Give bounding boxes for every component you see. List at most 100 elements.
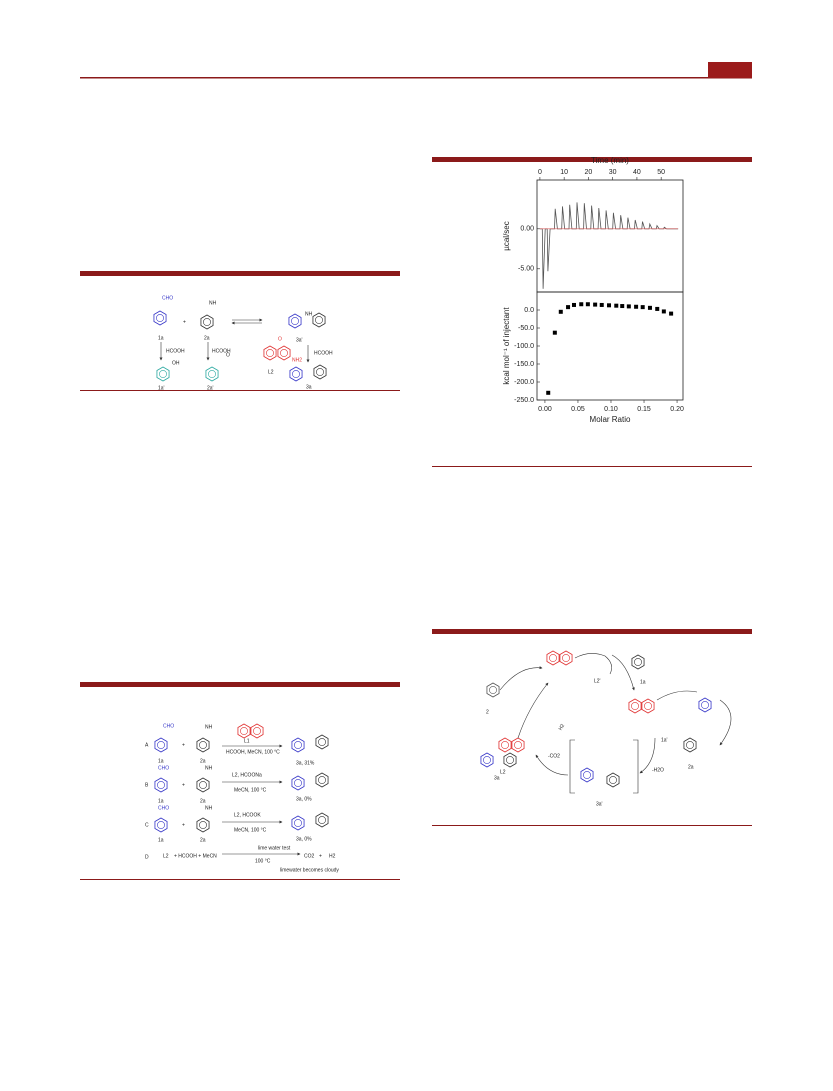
ring <box>196 777 210 793</box>
scheme-label: + <box>182 822 185 828</box>
figure-top-bar <box>432 629 752 634</box>
ring <box>559 650 573 666</box>
figure-bottom-rule <box>80 390 400 391</box>
x-tick-label: 40 <box>633 169 641 176</box>
figure-top-bar <box>80 682 400 687</box>
x-tick-label: 50 <box>657 169 665 176</box>
scheme-label: CO2 <box>304 853 315 859</box>
plot-frame <box>536 291 684 401</box>
ring <box>631 654 645 670</box>
scheme-arrow <box>719 699 732 746</box>
y-tick-label: 0.0 <box>524 307 534 314</box>
x-axis-label: Molar Ratio <box>590 415 631 424</box>
x-tick-label: 0.15 <box>637 406 651 413</box>
x-tick-label: 10 <box>560 169 568 176</box>
scheme-label: 1a <box>158 758 164 764</box>
scheme-label: 3a' <box>296 337 303 343</box>
header-rule <box>80 77 752 79</box>
data-point <box>579 302 584 307</box>
ring <box>480 752 494 768</box>
scheme-label: 1a <box>640 679 646 685</box>
row-c: C CHO + NH 1a 2a L2, HCOOK MeCN, 100 °C … <box>145 805 329 843</box>
ring <box>196 817 210 833</box>
scheme-label: CHO <box>158 765 169 771</box>
scheme-label: MeCN, 100 °C <box>234 827 267 833</box>
ring <box>313 364 327 380</box>
ring <box>628 698 642 714</box>
ring <box>503 752 517 768</box>
scheme-label: L2 <box>500 769 506 775</box>
y-tick-label: -150.0 <box>514 361 534 368</box>
row-b: B CHO + NH 1a 2a L2, HCOONa MeCN, 100 °C… <box>145 765 329 804</box>
scheme-label: HCOOH <box>212 348 231 354</box>
scheme-arrow <box>574 653 612 675</box>
scheme-label: 3a, 0% <box>296 836 312 842</box>
ring <box>511 737 525 753</box>
itc-chart: 0 10 20 30 40 50 0.00 -5.00 Time (min) µcal/sec 0.… <box>502 156 684 424</box>
data-point <box>661 309 666 314</box>
y-tick-label: -200.0 <box>514 379 534 386</box>
ring <box>156 366 170 382</box>
scheme-label: D <box>145 854 149 860</box>
scheme-label: 3a <box>306 384 312 390</box>
ring <box>641 698 655 714</box>
data-point <box>585 302 590 307</box>
scheme-arrow <box>569 739 639 794</box>
scheme-label: HCOOH <box>314 350 333 356</box>
ring <box>205 366 219 382</box>
scheme-label: + <box>319 853 322 859</box>
scheme-label: NH <box>205 724 213 730</box>
ring <box>315 772 329 788</box>
scheme-label: 3a <box>494 775 500 781</box>
scheme-label: B <box>145 782 149 788</box>
ring <box>289 366 303 382</box>
ring <box>153 310 167 326</box>
data-point <box>647 305 652 310</box>
ring <box>263 345 277 361</box>
ring <box>498 737 512 753</box>
scheme-label: 3a, 0% <box>296 796 312 802</box>
data-point <box>546 390 551 395</box>
scheme-label: -CO2 <box>548 753 560 759</box>
data-point <box>607 303 612 308</box>
scheme-label: lime water test <box>258 845 291 851</box>
scheme-label: 1a' <box>158 385 165 391</box>
ring <box>486 682 500 698</box>
scheme-label: 1a <box>158 335 164 341</box>
data-point <box>614 303 619 308</box>
x-tick-label: 0.05 <box>571 406 585 413</box>
row-a: A CHO + NH 1a 2a L1 HCOOH, MeCN, 100 °C … <box>145 723 329 766</box>
scheme-label: HCOOH, MeCN, 100 °C <box>226 749 280 755</box>
scheme-label: L2, HCOOK <box>234 812 261 818</box>
scheme-label: NH <box>209 300 217 306</box>
scheme-label: MeCN, 100 °C <box>234 787 267 793</box>
data-point <box>669 311 674 316</box>
scheme-label: + <box>182 742 185 748</box>
figure-top-bar <box>80 271 400 276</box>
data-point <box>634 304 639 309</box>
scheme-arrow <box>499 666 543 691</box>
ring <box>606 772 620 788</box>
scheme-label: NH <box>305 311 313 317</box>
figure-bottom-rule <box>432 825 752 826</box>
ring <box>580 767 594 783</box>
y-axis-label: µcal/sec <box>502 221 511 251</box>
scheme-label: L2, HCOONa <box>232 772 262 778</box>
ring <box>546 650 560 666</box>
ring <box>154 777 168 793</box>
y-tick-label: -5.00 <box>518 266 534 273</box>
header-tab <box>708 62 752 78</box>
scheme-label: O <box>278 336 282 342</box>
scheme-label: 2a <box>200 758 206 764</box>
figure-bottom-rule <box>80 879 400 880</box>
scheme-label: O <box>226 352 230 358</box>
data-point <box>626 304 631 309</box>
figure-bottom-rule <box>432 466 752 467</box>
scheme-label: 2a <box>200 837 206 843</box>
x-tick-label: 0.20 <box>670 406 684 413</box>
ring <box>683 737 697 753</box>
ring <box>200 314 214 330</box>
ring <box>277 345 291 361</box>
